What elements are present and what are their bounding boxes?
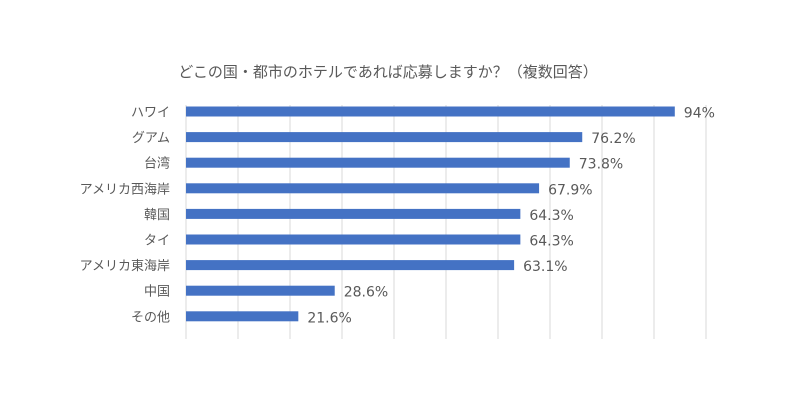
bar — [186, 260, 515, 271]
data-label: 63.1% — [523, 259, 567, 275]
bar — [186, 208, 521, 219]
bar — [186, 106, 675, 117]
gridlines — [185, 105, 707, 339]
data-label: 64.3% — [529, 234, 573, 250]
category-label: グアム — [132, 131, 170, 146]
data-label: 73.8% — [579, 157, 623, 173]
data-label: 67.9% — [548, 182, 592, 198]
bar — [186, 132, 583, 143]
bar — [186, 157, 570, 168]
bar — [186, 285, 335, 296]
value-labels: 94% 76.2% 73.8% 67.9% 64.3% 64.3% 63.1% 28.6% 21… — [307, 106, 715, 327]
category-label: その他 — [131, 310, 170, 325]
data-label: 76.2% — [591, 131, 635, 147]
bars — [186, 106, 675, 322]
category-label: 台湾 — [144, 156, 170, 172]
category-label: 韓国 — [144, 208, 170, 223]
bar — [186, 183, 540, 194]
category-label: ハワイ — [131, 106, 170, 121]
data-label: 28.6% — [344, 285, 388, 301]
bar — [186, 311, 299, 322]
data-label: 94% — [684, 106, 715, 122]
category-label: タイ — [144, 234, 170, 249]
bar — [186, 234, 521, 245]
category-label: アメリカ西海岸 — [80, 182, 170, 197]
chart-title: どこの国・都市のホテルであれば応募しますか？（複数回答） — [178, 63, 597, 81]
data-label: 21.6% — [307, 310, 351, 326]
category-label: アメリカ東海岸 — [80, 258, 170, 274]
category-label: 中国 — [144, 285, 170, 300]
data-label: 64.3% — [529, 208, 573, 224]
